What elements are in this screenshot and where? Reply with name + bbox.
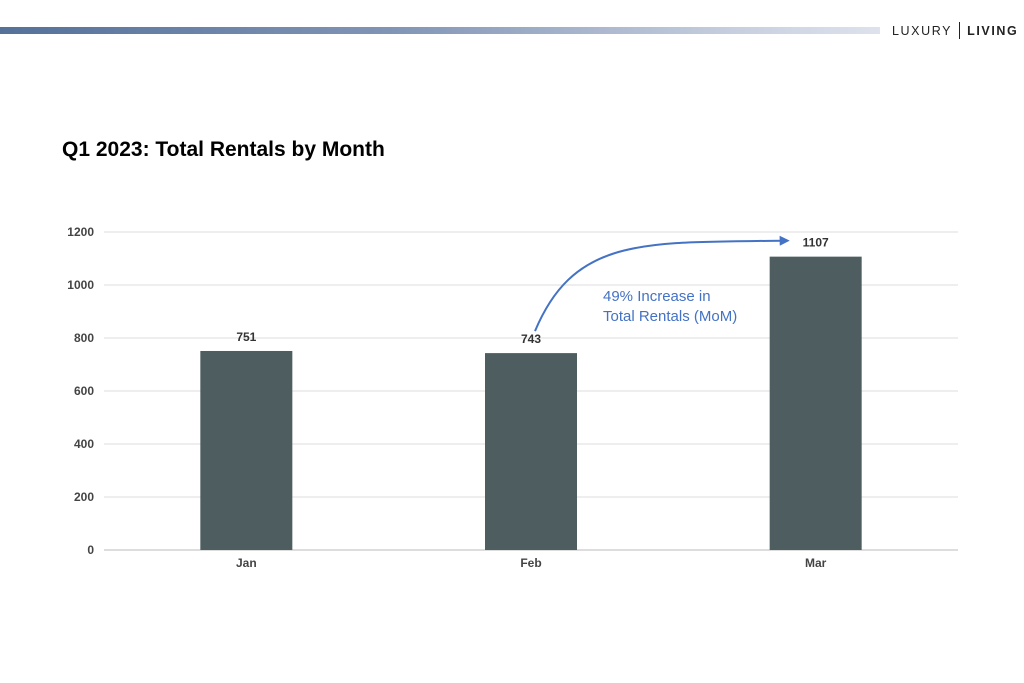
- x-tick-label: Jan: [236, 556, 257, 570]
- data-label: 1107: [803, 236, 829, 250]
- brand-logo: LUXURY LIVING: [892, 22, 1018, 39]
- y-tick-label: 600: [74, 384, 94, 398]
- page-title: Q1 2023: Total Rentals by Month: [62, 138, 385, 161]
- x-tick-label: Feb: [520, 556, 541, 570]
- x-axis-ticks: Jan Feb Mar: [236, 556, 827, 570]
- y-tick-label: 1200: [67, 225, 94, 239]
- data-labels: 751 743 1107: [236, 236, 829, 346]
- brand-word-living: LIVING: [967, 23, 1019, 38]
- annotation: 49% Increase in Total Rentals (MoM): [534, 235, 790, 332]
- bars: [200, 256, 862, 550]
- data-label: 743: [521, 332, 541, 346]
- annotation-text-line-2: Total Rentals (MoM): [603, 308, 737, 325]
- brand-divider: [959, 22, 961, 39]
- annotation-arrow: [534, 235, 790, 332]
- bar-jan: [200, 350, 293, 550]
- y-tick-label: 0: [87, 543, 94, 557]
- data-label: 751: [236, 330, 256, 344]
- y-tick-label: 400: [74, 437, 94, 451]
- y-axis-ticks: 0 200 400 600 800 1000 1200: [67, 225, 94, 557]
- y-tick-label: 800: [74, 331, 94, 345]
- bar-mar: [769, 256, 862, 550]
- header-accent-band: [0, 27, 880, 34]
- y-tick-label: 1000: [67, 278, 94, 292]
- annotation-text-line-1: 49% Increase in: [603, 288, 711, 305]
- y-tick-label: 200: [74, 490, 94, 504]
- x-tick-label: Mar: [805, 556, 827, 570]
- brand-word-luxury: LUXURY: [892, 23, 953, 38]
- bar-feb: [485, 353, 577, 550]
